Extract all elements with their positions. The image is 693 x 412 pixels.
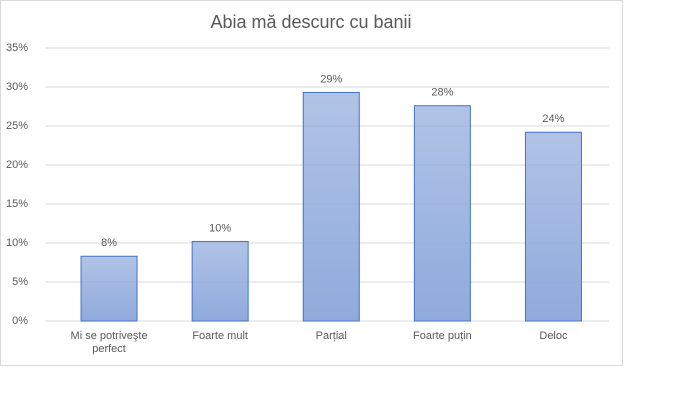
value-label: 28% <box>431 87 453 99</box>
y-tick-label: 35% <box>6 42 28 54</box>
x-tick-label: Foarte mult <box>192 330 248 342</box>
x-tick-label: Deloc <box>539 330 568 342</box>
y-tick-label: 10% <box>6 237 28 249</box>
x-tick-label: Foarte puțin <box>412 330 472 342</box>
value-label: 8% <box>101 237 117 249</box>
value-label: 29% <box>320 73 342 85</box>
bar <box>302 91 360 322</box>
x-tick-label: Parțial <box>315 330 347 342</box>
y-tick-label: 15% <box>6 198 28 210</box>
chart-frame <box>0 0 623 366</box>
y-tick-label: 20% <box>6 159 28 171</box>
bar <box>80 255 138 322</box>
y-tick-label: 0% <box>12 315 28 327</box>
y-tick-label: 25% <box>6 120 28 132</box>
bar <box>524 131 582 322</box>
bar <box>413 105 471 322</box>
y-tick-label: 30% <box>6 81 28 93</box>
y-tick-label: 5% <box>12 276 28 288</box>
value-label: 10% <box>209 222 231 234</box>
chart-title: Abia mă descurc cu banii <box>210 12 411 32</box>
x-tick-label: Mi se potriveşte perfect <box>70 330 148 355</box>
bar <box>191 240 249 322</box>
value-label: 24% <box>542 113 564 125</box>
